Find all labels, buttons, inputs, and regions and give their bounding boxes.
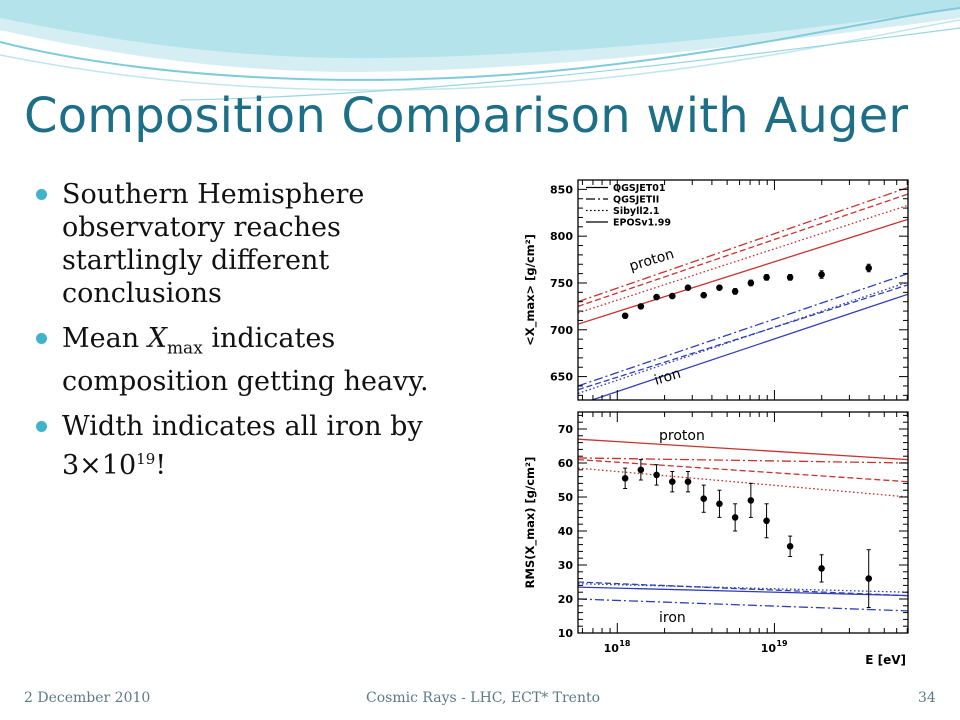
- bullet-text-suffix: !: [155, 450, 167, 482]
- data-point: [716, 284, 723, 291]
- composition-chart: 650 700 750 800 850 <X_max> [g/cm²] proton iron…: [523, 179, 909, 667]
- data-point: [700, 495, 708, 503]
- y-tick-label: 30: [558, 559, 574, 572]
- y-tick-label: 650: [550, 371, 573, 384]
- data-point: [668, 292, 676, 300]
- y-tick-label: 700: [550, 324, 573, 337]
- annotation-iron: iron: [659, 610, 686, 626]
- annotation-proton: proton: [627, 246, 676, 275]
- data-point: [637, 303, 645, 310]
- bullet-text-prefix: Width indicates all iron by 3×10: [62, 411, 423, 482]
- plot-frame: [577, 411, 909, 634]
- data-point: [731, 514, 739, 521]
- data-point: [653, 471, 660, 479]
- legend-label: QGSJETII: [613, 195, 659, 206]
- y-tick-label: 20: [558, 593, 574, 606]
- bullet-dot-icon: [36, 333, 47, 344]
- data-point: [621, 475, 629, 482]
- model-line-qgsjet01-proton: [578, 218, 908, 325]
- y-tick-label: 750: [550, 277, 573, 290]
- data-point: [763, 517, 770, 525]
- annotation-proton: proton: [659, 428, 705, 444]
- bullet-text-prefix: Mean: [62, 323, 148, 354]
- model-line-eposv199-iron: [578, 284, 908, 391]
- model-line-eposv199-iron: [578, 581, 908, 597]
- x-tick-exponent: 19: [776, 639, 788, 648]
- model-line-sibyll21-iron: [578, 583, 908, 593]
- data-point: [747, 279, 755, 287]
- legend-label: Sibyll2.1: [613, 206, 659, 217]
- data-point: [865, 575, 873, 582]
- legend-label: EPOSv1.99: [613, 218, 671, 229]
- auger-composition-figure: 650 700 750 800 850 <X_max> [g/cm²] proton iron…: [516, 175, 924, 672]
- data-point: [668, 478, 676, 486]
- y-tick-label: 50: [558, 491, 574, 504]
- data-point: [786, 543, 794, 550]
- footer-date: 2 December 2010: [24, 690, 151, 706]
- exponent-superscript: 19: [136, 450, 156, 469]
- y-tick-label: 40: [558, 525, 574, 538]
- y-tick-label: 850: [550, 183, 573, 196]
- footer-title: Cosmic Rays - LHC, ECT* Trento: [366, 690, 601, 706]
- y-tick-label: 60: [558, 457, 574, 470]
- x-tick-exponent: 18: [619, 639, 631, 648]
- y-axis-label: <X_max> [g/cm²]: [523, 234, 538, 346]
- annotation-iron: iron: [652, 366, 682, 389]
- bullet-item: Width indicates all iron by 3×1019!: [34, 410, 434, 482]
- data-point: [684, 284, 692, 291]
- data-point: [818, 565, 825, 572]
- xmax-subscript: max: [166, 338, 203, 359]
- model-line-qgsjetii-proton: [578, 457, 908, 464]
- y-tick-label: 10: [558, 627, 574, 640]
- bullet-dot-icon: [36, 189, 47, 200]
- header-waves-decoration: [0, 0, 960, 101]
- model-line-qgsjetii-iron: [578, 273, 908, 387]
- bullet-text-suffix: indicates composition getting heavy.: [62, 323, 429, 398]
- model-line-qgsjetii-proton: [578, 186, 908, 303]
- model-line-qgsjet01-iron: [578, 586, 908, 597]
- data-point: [731, 288, 739, 295]
- y-tick-label: 70: [558, 423, 574, 436]
- xmax-variable: X: [147, 323, 167, 354]
- y-tick-label: 800: [550, 230, 573, 243]
- data-point: [621, 312, 629, 320]
- model-line-qgsjetii-iron: [578, 598, 908, 612]
- data-point: [700, 291, 708, 299]
- data-point: [653, 293, 660, 301]
- bullet-dot-icon: [36, 421, 47, 433]
- model-line-qgsjet01-iron: [589, 293, 908, 400]
- bullet-item: Southern Hemisphere observatory reaches …: [34, 178, 434, 310]
- y-axis-label: RMS(X_max) [g/cm²]: [523, 457, 538, 589]
- data-point: [716, 500, 723, 508]
- data-point: [763, 274, 770, 281]
- data-point: [865, 264, 873, 272]
- model-line-sibyll21-proton: [578, 467, 908, 498]
- model-line-eposv199-proton: [578, 458, 908, 483]
- data-point: [684, 478, 692, 486]
- data-point: [637, 466, 645, 474]
- slide-title: Composition Comparison with Auger: [24, 88, 909, 144]
- data-point: [747, 497, 755, 504]
- model-line-qgsjet01-proton: [578, 438, 908, 461]
- plot-frame: [577, 179, 909, 401]
- footer-page-number: 34: [918, 690, 936, 706]
- x-tick-label: 10: [761, 642, 777, 655]
- bullet-item: Mean Xmax indicates composition getting …: [34, 322, 434, 398]
- x-tick-label: 10: [604, 642, 620, 655]
- data-point: [786, 274, 794, 281]
- x-axis-label: E [eV]: [865, 653, 906, 667]
- bullet-list: Southern Hemisphere observatory reaches …: [34, 178, 434, 494]
- model-line-sibyll21-proton: [578, 204, 908, 314]
- legend-label: QGSJET01: [613, 183, 665, 194]
- bullet-text: Southern Hemisphere observatory reaches …: [62, 179, 365, 309]
- data-point: [818, 271, 825, 278]
- model-line-eposv199-proton: [578, 193, 908, 307]
